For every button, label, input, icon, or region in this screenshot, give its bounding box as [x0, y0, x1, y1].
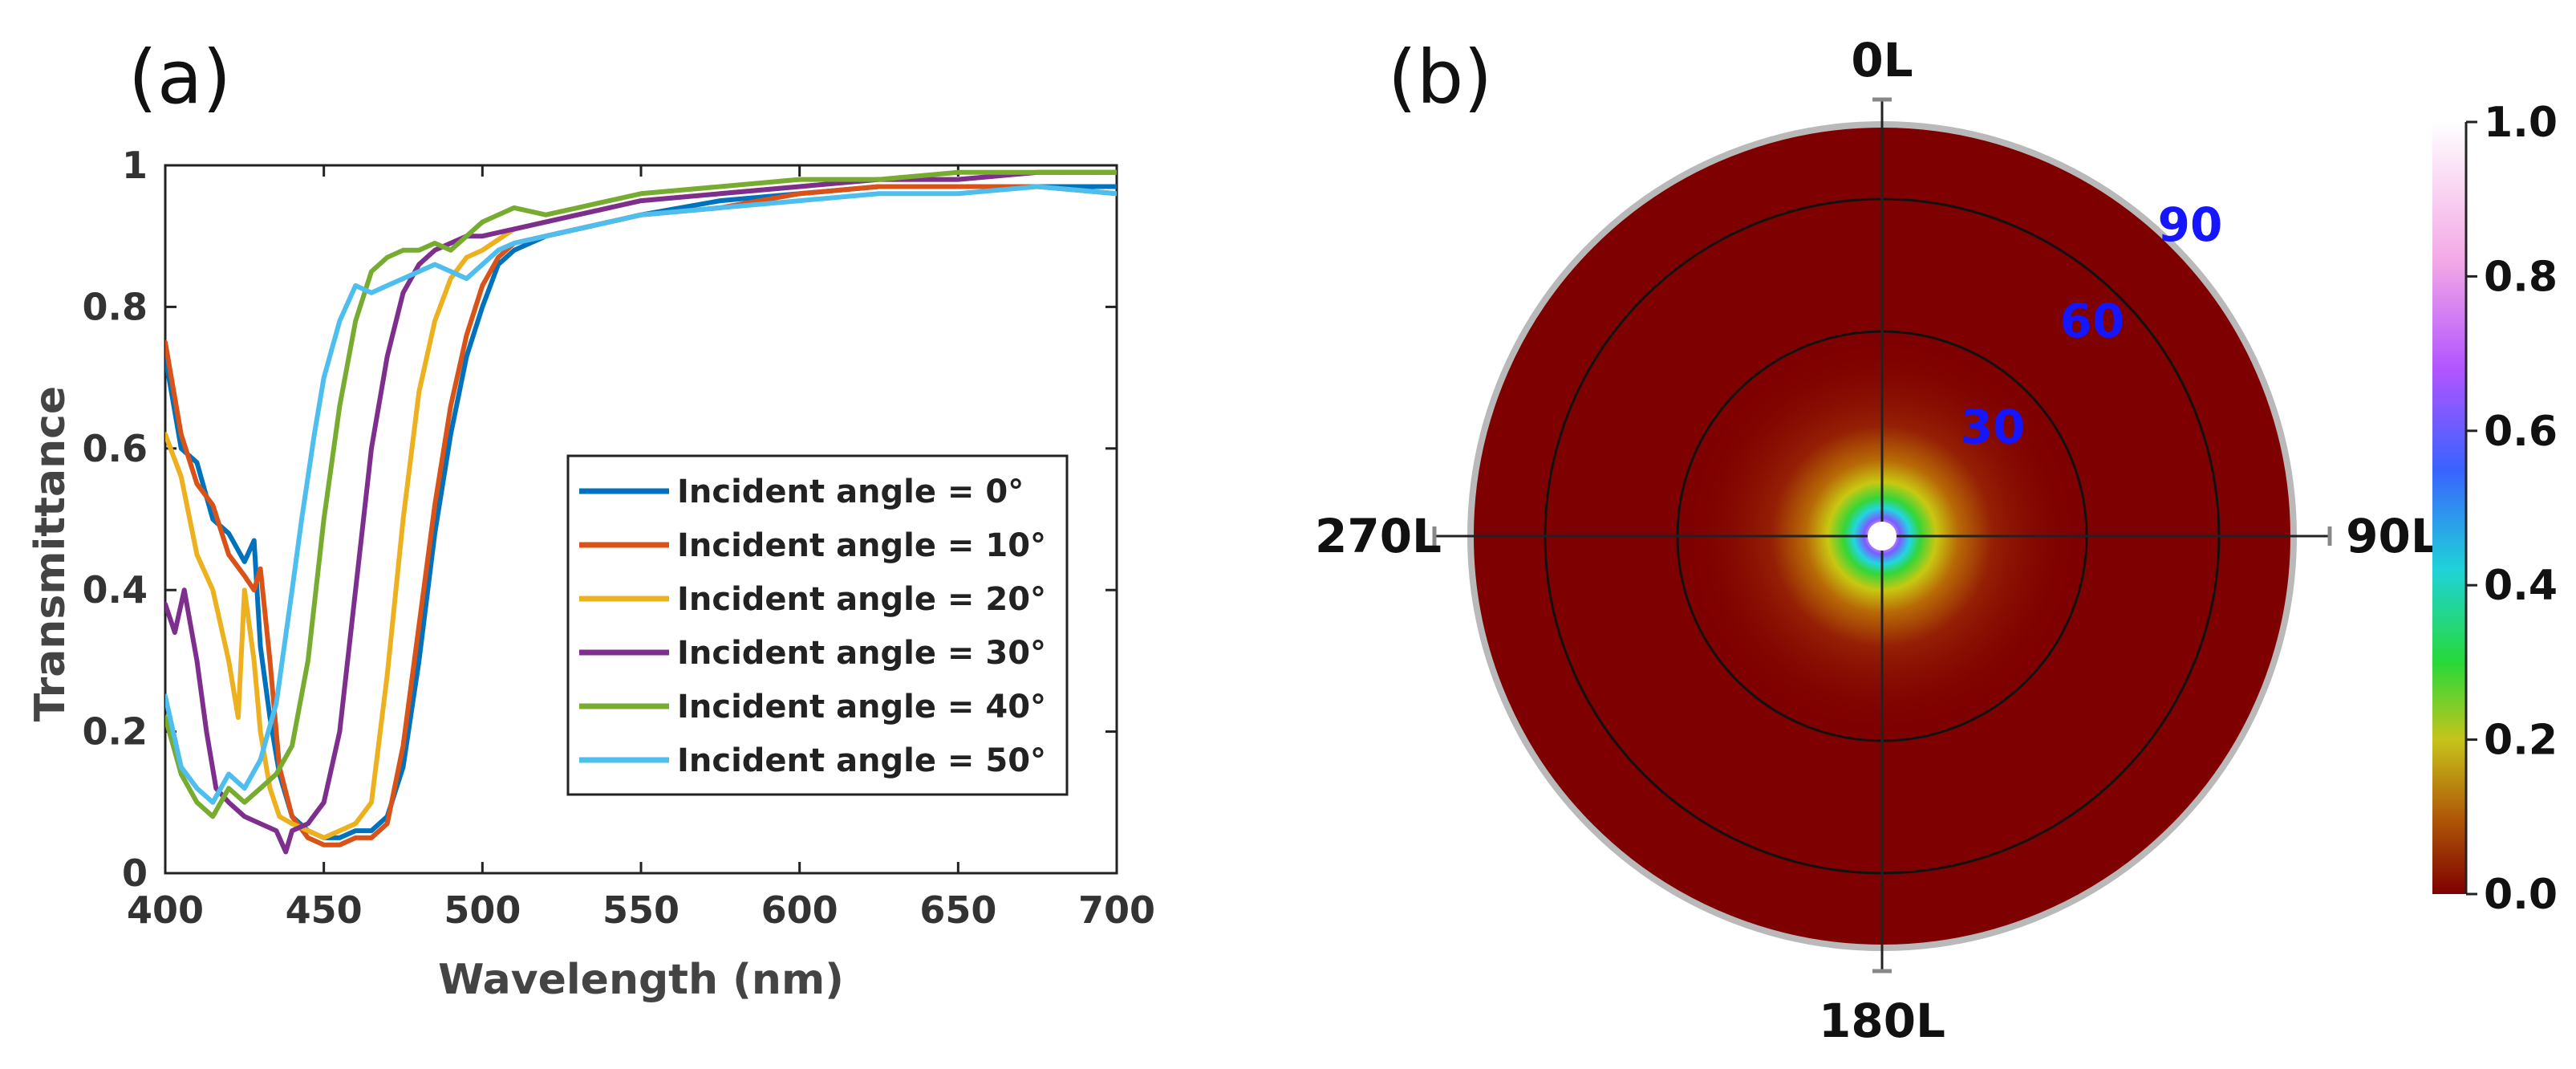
y-tick-label: 0.2 — [83, 710, 148, 754]
x-tick-label: 450 — [286, 888, 363, 932]
legend: Incident angle = 0° Incident angle = 10° I… — [566, 454, 1069, 796]
colorbar: 0.0 0.2 0.4 0.6 0.8 1.0 — [2432, 99, 2558, 919]
x-tick-label: 600 — [761, 888, 838, 932]
series-line-4 — [165, 169, 1117, 819]
legend-label-2: Incident angle = 20° — [677, 581, 1046, 618]
y-tick-label: 0.4 — [83, 568, 148, 612]
legend-box — [566, 454, 1069, 796]
line-chart: 400 450 500 550 600 650 700 0 0.2 0.4 0.6 0.8 1 Wave… — [26, 144, 1155, 1004]
x-axis-title: Wavelength (nm) — [438, 956, 844, 1004]
colorbar-gradient — [2432, 122, 2466, 894]
colorbar-tick-label: 0.0 — [2484, 871, 2558, 919]
ring-label-30: 30 — [1961, 400, 2026, 454]
polar-plot: 0L 90L 180L 270L 30 60 90 — [1315, 33, 2440, 1048]
y-tick-label: 0.8 — [83, 285, 148, 328]
panel-b-label: (b) — [1388, 35, 1492, 120]
legend-label-5: Incident angle = 50° — [677, 742, 1046, 779]
y-tick-label: 1 — [122, 144, 148, 187]
colorbar-tick-label: 0.2 — [2484, 717, 2558, 765]
x-tick-label: 700 — [1078, 888, 1155, 932]
legend-label-3: Incident angle = 30° — [677, 635, 1046, 672]
direction-label-right: 90L — [2346, 509, 2440, 563]
direction-label-top: 0L — [1851, 33, 1913, 87]
x-tick-label: 650 — [919, 888, 996, 932]
x-tick-label: 400 — [127, 888, 204, 932]
legend-label-1: Incident angle = 10° — [677, 527, 1046, 564]
legend-label-0: Incident angle = 0° — [677, 474, 1024, 510]
direction-label-bottom: 180L — [1819, 994, 1945, 1048]
ring-label-60: 60 — [2060, 294, 2125, 348]
colorbar-tick-label: 0.8 — [2484, 253, 2558, 301]
legend-label-4: Incident angle = 40° — [677, 689, 1046, 726]
panel-a-label: (a) — [128, 35, 231, 120]
colorbar-tick-label: 0.6 — [2484, 408, 2558, 456]
y-tick-label: 0.6 — [83, 427, 148, 470]
x-tick-label: 500 — [444, 888, 521, 932]
ring-label-90: 90 — [2158, 197, 2223, 252]
y-tick-label: 0 — [122, 852, 148, 895]
x-tick-label: 550 — [602, 888, 679, 932]
colorbar-tick-label: 0.4 — [2484, 562, 2558, 610]
direction-label-left: 270L — [1315, 509, 1442, 563]
colorbar-tick-label: 1.0 — [2484, 99, 2558, 147]
series-line-5 — [165, 184, 1117, 805]
center-peak — [1868, 522, 1897, 551]
y-axis-title: Transmittance — [26, 386, 75, 721]
